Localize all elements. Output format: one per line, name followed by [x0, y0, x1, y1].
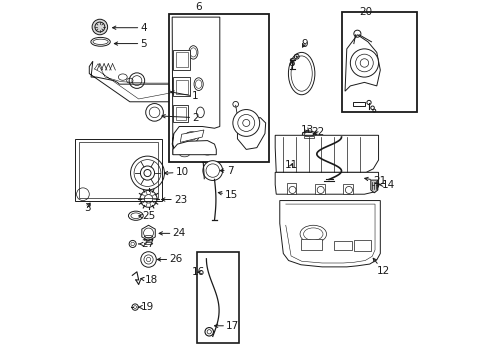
Bar [173, 105, 188, 122]
Bar [341, 12, 416, 112]
Text: 23: 23 [161, 194, 187, 204]
Circle shape [203, 161, 222, 180]
Ellipse shape [302, 131, 315, 138]
Bar [343, 184, 352, 194]
Circle shape [295, 55, 297, 58]
Text: 4: 4 [112, 23, 147, 33]
Bar [175, 107, 186, 120]
Polygon shape [180, 130, 203, 142]
Bar [197, 252, 239, 343]
Polygon shape [173, 141, 216, 155]
Bar [173, 77, 190, 96]
Text: 26: 26 [157, 255, 182, 265]
Bar [175, 52, 187, 67]
Text: 6: 6 [195, 2, 202, 12]
Text: 1: 1 [170, 91, 199, 102]
Text: 2: 2 [162, 113, 199, 123]
Bar [334, 241, 351, 250]
Bar [175, 80, 187, 94]
Circle shape [349, 49, 378, 77]
Polygon shape [142, 225, 155, 241]
Text: 3: 3 [84, 203, 90, 213]
Polygon shape [172, 17, 220, 155]
Ellipse shape [288, 53, 314, 95]
Text: 8: 8 [288, 58, 295, 68]
Text: 24: 24 [159, 228, 185, 238]
Bar [300, 239, 322, 250]
Circle shape [232, 109, 259, 136]
Text: 27: 27 [139, 239, 154, 249]
Text: 17: 17 [214, 321, 239, 331]
Text: 10: 10 [164, 167, 188, 177]
Polygon shape [237, 118, 265, 149]
Polygon shape [275, 135, 378, 172]
Text: 20: 20 [359, 7, 372, 17]
Bar [304, 136, 313, 138]
Polygon shape [345, 35, 380, 91]
Text: 16: 16 [191, 267, 204, 277]
Text: 5: 5 [114, 39, 147, 49]
Bar [168, 14, 268, 162]
Circle shape [92, 19, 107, 35]
Bar [75, 139, 161, 201]
Text: 14: 14 [378, 180, 394, 190]
Text: 13: 13 [300, 125, 314, 135]
Bar [79, 141, 158, 198]
Text: 9: 9 [300, 39, 307, 49]
Text: 18: 18 [141, 275, 158, 285]
Polygon shape [89, 61, 174, 102]
Bar [353, 240, 371, 251]
Text: 7: 7 [220, 166, 233, 176]
Text: 22: 22 [311, 127, 324, 137]
Circle shape [204, 328, 213, 336]
Polygon shape [275, 172, 378, 194]
Polygon shape [279, 201, 380, 267]
Text: 25: 25 [139, 211, 155, 221]
Bar [314, 184, 324, 194]
Polygon shape [370, 180, 377, 193]
Text: 15: 15 [218, 190, 238, 200]
Bar [352, 102, 365, 106]
Text: 19: 19 [138, 302, 154, 312]
Bar [173, 50, 190, 70]
Text: 11: 11 [285, 160, 298, 170]
Text: 12: 12 [372, 258, 389, 276]
Bar [286, 183, 295, 194]
Text: 21: 21 [364, 176, 386, 186]
